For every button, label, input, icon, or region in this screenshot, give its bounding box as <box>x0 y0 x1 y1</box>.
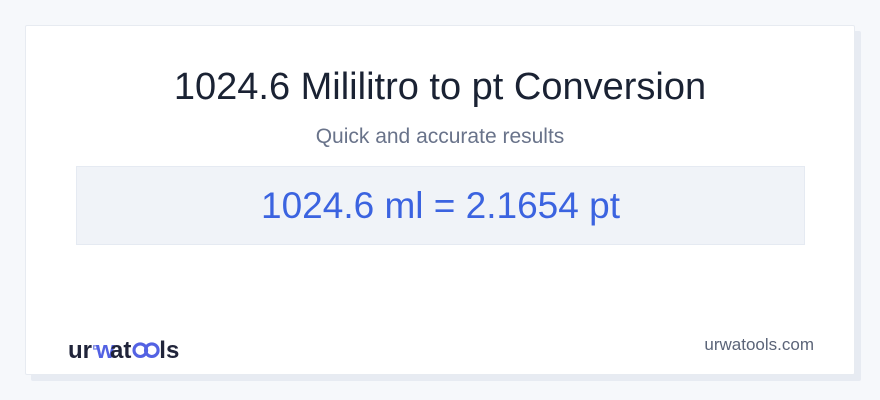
svg-text:ur: ur <box>68 337 92 364</box>
svg-text:at: at <box>110 337 131 364</box>
svg-text:ls: ls <box>159 337 179 364</box>
